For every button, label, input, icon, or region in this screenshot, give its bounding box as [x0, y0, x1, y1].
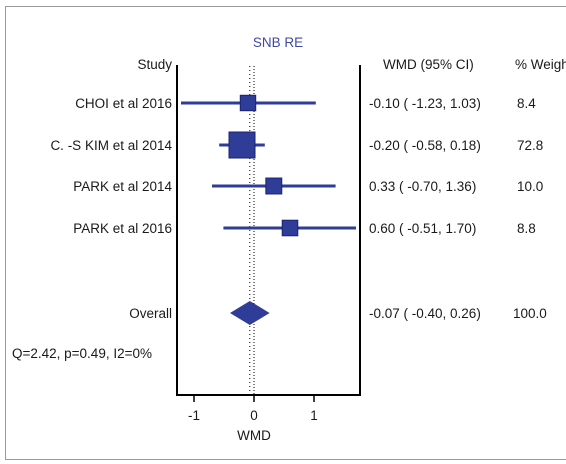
study-point-marker	[281, 219, 299, 237]
study-point-marker	[228, 131, 256, 159]
study-ci-text: 0.60 ( -0.51, 1.70)	[369, 221, 476, 236]
study-name: PARK et al 2014	[73, 179, 172, 194]
study-point-marker	[239, 94, 257, 112]
study-name: CHOI et al 2016	[75, 96, 172, 111]
x-tick-label: 0	[250, 408, 258, 423]
study-rows: CHOI et al 2016 -0.10 ( -1.23, 1.03) 8.4 C.…	[50, 96, 546, 321]
chart-marks	[181, 66, 356, 395]
figure-frame	[5, 6, 566, 460]
study-ci-text: -0.10 ( -1.23, 1.03)	[369, 96, 481, 111]
study-ci-text: -0.20 ( -0.58, 0.18)	[369, 138, 481, 153]
study-ci-text: 0.33 ( -0.70, 1.36)	[369, 179, 476, 194]
study-weight-text: 8.8	[517, 221, 536, 236]
overall-diamond	[230, 301, 270, 325]
study-weight-text: 8.4	[517, 96, 536, 111]
chart-title: SNB RE	[253, 35, 303, 50]
study-column-header: Study	[137, 57, 172, 72]
study-point-marker	[265, 177, 283, 195]
x-axis-ticks: -1 0 1	[188, 395, 318, 423]
study-weight-text: 10.0	[517, 179, 543, 194]
effect-column-header: WMD (95% CI)	[383, 57, 474, 72]
overall-label: Overall	[129, 306, 172, 321]
x-axis-label: WMD	[237, 428, 271, 443]
weight-column-header: % Weigh	[515, 57, 566, 72]
heterogeneity-label: Q=2.42, p=0.49, I2=0%	[12, 346, 152, 361]
x-tick-label: -1	[188, 408, 200, 423]
overall-weight-text: 100.0	[513, 306, 547, 321]
study-weight-text: 72.8	[517, 138, 543, 153]
overall-ci-text: -0.07 ( -0.40, 0.26)	[369, 306, 481, 321]
x-tick-label: 1	[310, 408, 318, 423]
study-name: C. -S KIM et al 2014	[50, 138, 172, 153]
study-name: PARK et al 2016	[73, 221, 172, 236]
